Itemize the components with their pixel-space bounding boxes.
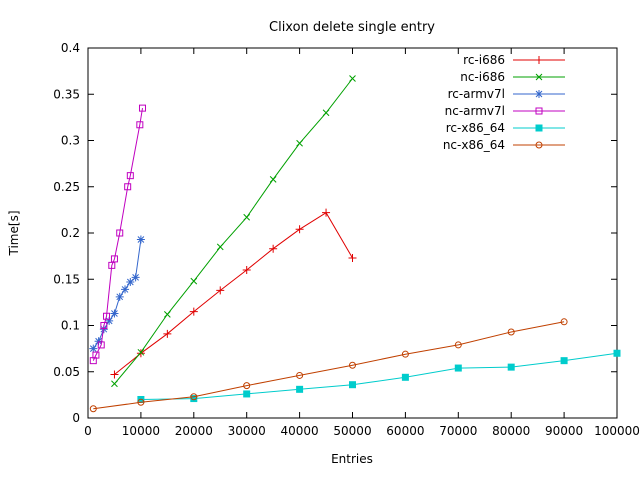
x-tick-label: 10000 [122,424,160,438]
x-tick-label: 20000 [175,424,213,438]
x-tick-label: 40000 [281,424,319,438]
y-tick-label: 0.4 [61,41,80,55]
chart-title: Clixon delete single entry [269,20,435,35]
legend-label: nc-armv7l [445,104,505,118]
plot-area: 0 10000 20000 30000 40000 50000 60000 70000 8000… [53,41,640,438]
legend-label: rc-i686 [463,53,505,67]
y-tick-label: 0.2 [61,226,80,240]
x-tick-label: 80000 [492,424,530,438]
series-nc-armv7l [89,104,146,365]
y-tick-label: 0.05 [53,365,80,379]
series-rc-armv7l [89,235,145,353]
x-tick-label: 0 [84,424,92,438]
x-axis-label: Entries [331,452,373,466]
y-tick-label: 0.3 [61,134,80,148]
y-tick-label: 0.25 [53,180,80,194]
legend-label: rc-armv7l [448,87,505,101]
series-nc-x86_64 [89,318,568,413]
x-tick-label: 100000 [594,424,640,438]
series-nc-i686 [111,75,356,388]
legend-entry-rc-i686: rc-i686 [463,53,565,67]
x-tick-label: 70000 [439,424,477,438]
legend-label: rc-x86_64 [446,121,505,135]
legend-entry-nc-x86_64: nc-x86_64 [443,138,565,152]
legend-entry-nc-armv7l: nc-armv7l [445,104,565,118]
legend-entry-rc-x86_64: rc-x86_64 [446,121,565,135]
x-axis-ticks: 0 10000 20000 30000 40000 50000 60000 70000 8000… [84,48,640,438]
y-tick-label: 0.35 [53,87,80,101]
y-axis-ticks: 0 0.05 0.1 0.15 0.2 0.25 0.3 0.35 0.4 [53,41,617,425]
legend-label: nc-x86_64 [443,138,505,152]
x-tick-label: 50000 [333,424,371,438]
legend: rc-i686 nc-i686 rc-armv7l nc-armv7l rc-x86_6… [443,53,565,152]
series-rc-x86_64 [137,349,621,403]
x-tick-label: 90000 [545,424,583,438]
series-rc-i686 [110,208,357,379]
y-tick-label: 0.1 [61,319,80,333]
x-tick-label: 30000 [228,424,266,438]
y-tick-label: 0.15 [53,272,80,286]
legend-label: nc-i686 [460,70,505,84]
x-tick-label: 60000 [386,424,424,438]
legend-entry-nc-i686: nc-i686 [460,70,565,84]
y-axis-label: Time[s] [7,211,21,257]
legend-entry-rc-armv7l: rc-armv7l [448,87,565,101]
y-tick-label: 0 [72,411,80,425]
